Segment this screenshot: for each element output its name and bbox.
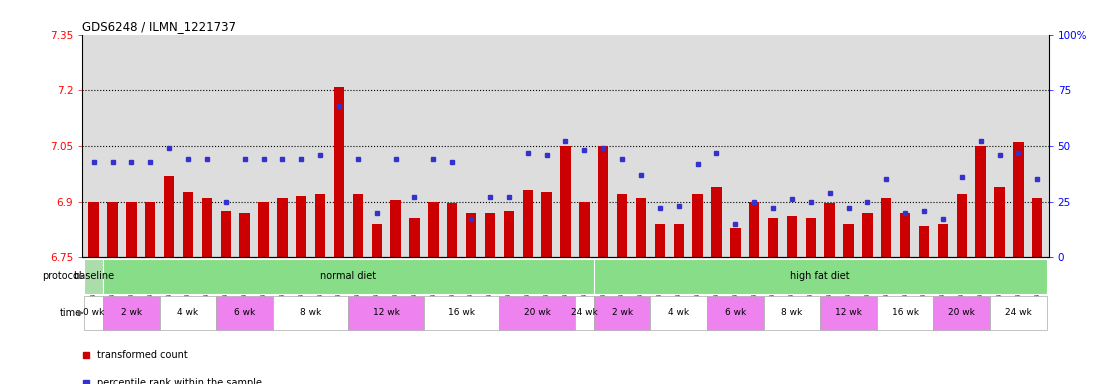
- Bar: [391, 200, 401, 257]
- Text: 8 wk: 8 wk: [300, 308, 322, 318]
- Text: 16 wk: 16 wk: [892, 308, 919, 318]
- Text: high fat diet: high fat diet: [791, 271, 850, 281]
- Text: GDS6248 / ILMN_1221737: GDS6248 / ILMN_1221737: [82, 20, 236, 33]
- Bar: [787, 217, 797, 257]
- Bar: [103, 296, 159, 330]
- Bar: [594, 259, 1046, 294]
- Bar: [806, 218, 816, 257]
- Bar: [598, 146, 608, 257]
- Text: protocol: protocol: [42, 271, 81, 281]
- Bar: [371, 224, 382, 257]
- Bar: [216, 296, 273, 330]
- Bar: [938, 224, 948, 257]
- Bar: [919, 226, 929, 257]
- Bar: [636, 198, 646, 257]
- Bar: [707, 296, 763, 330]
- Text: 20 wk: 20 wk: [524, 308, 550, 318]
- Text: normal diet: normal diet: [321, 271, 377, 281]
- Bar: [258, 202, 269, 257]
- Bar: [820, 296, 877, 330]
- Bar: [108, 202, 117, 257]
- Bar: [352, 194, 363, 257]
- Text: 12 wk: 12 wk: [372, 308, 400, 318]
- Bar: [933, 296, 990, 330]
- Bar: [712, 187, 721, 257]
- Bar: [164, 175, 175, 257]
- Bar: [126, 202, 136, 257]
- Bar: [995, 187, 1005, 257]
- Bar: [89, 202, 99, 257]
- Text: baseline: baseline: [74, 271, 114, 281]
- Bar: [768, 218, 778, 257]
- Text: 4 wk: 4 wk: [178, 308, 199, 318]
- Bar: [843, 224, 854, 257]
- Text: 4 wk: 4 wk: [669, 308, 690, 318]
- Bar: [424, 296, 500, 330]
- Bar: [560, 146, 571, 257]
- Bar: [410, 218, 419, 257]
- Bar: [749, 202, 760, 257]
- Bar: [315, 194, 325, 257]
- Bar: [617, 194, 627, 257]
- Bar: [447, 204, 458, 257]
- Bar: [466, 213, 477, 257]
- Bar: [654, 224, 665, 257]
- Text: 2 wk: 2 wk: [121, 308, 142, 318]
- Text: 24 wk: 24 wk: [1005, 308, 1032, 318]
- Text: percentile rank within the sample: percentile rank within the sample: [97, 378, 262, 384]
- Text: 6 wk: 6 wk: [725, 308, 746, 318]
- Text: 24 wk: 24 wk: [571, 308, 597, 318]
- Bar: [202, 198, 212, 257]
- Bar: [975, 146, 986, 257]
- Bar: [277, 198, 288, 257]
- Bar: [825, 204, 834, 257]
- Bar: [221, 211, 231, 257]
- Bar: [159, 296, 216, 330]
- Text: 20 wk: 20 wk: [949, 308, 975, 318]
- Bar: [183, 192, 193, 257]
- Bar: [85, 259, 103, 294]
- Bar: [881, 198, 892, 257]
- Bar: [504, 211, 514, 257]
- Bar: [956, 194, 967, 257]
- Bar: [541, 192, 552, 257]
- Text: time: time: [59, 308, 81, 318]
- Text: 6 wk: 6 wk: [234, 308, 255, 318]
- Bar: [900, 213, 910, 257]
- Bar: [103, 259, 594, 294]
- Bar: [862, 213, 873, 257]
- Bar: [1032, 198, 1042, 257]
- Bar: [85, 296, 103, 330]
- Bar: [990, 296, 1046, 330]
- Bar: [575, 296, 594, 330]
- Bar: [239, 213, 250, 257]
- Text: 8 wk: 8 wk: [782, 308, 803, 318]
- Bar: [296, 196, 306, 257]
- Bar: [730, 228, 740, 257]
- Bar: [673, 224, 684, 257]
- Text: 12 wk: 12 wk: [836, 308, 862, 318]
- Bar: [348, 296, 424, 330]
- Bar: [523, 190, 533, 257]
- Text: transformed count: transformed count: [97, 350, 188, 360]
- Bar: [273, 296, 348, 330]
- Bar: [650, 296, 707, 330]
- Text: 0 wk: 0 wk: [83, 308, 104, 318]
- Bar: [334, 86, 344, 257]
- Bar: [485, 213, 495, 257]
- Bar: [579, 202, 590, 257]
- Bar: [1013, 142, 1023, 257]
- Text: 16 wk: 16 wk: [448, 308, 475, 318]
- Text: 2 wk: 2 wk: [612, 308, 632, 318]
- Bar: [145, 202, 156, 257]
- Bar: [763, 296, 820, 330]
- Bar: [693, 194, 703, 257]
- Bar: [428, 202, 438, 257]
- Bar: [594, 296, 650, 330]
- Bar: [500, 296, 575, 330]
- Bar: [877, 296, 933, 330]
